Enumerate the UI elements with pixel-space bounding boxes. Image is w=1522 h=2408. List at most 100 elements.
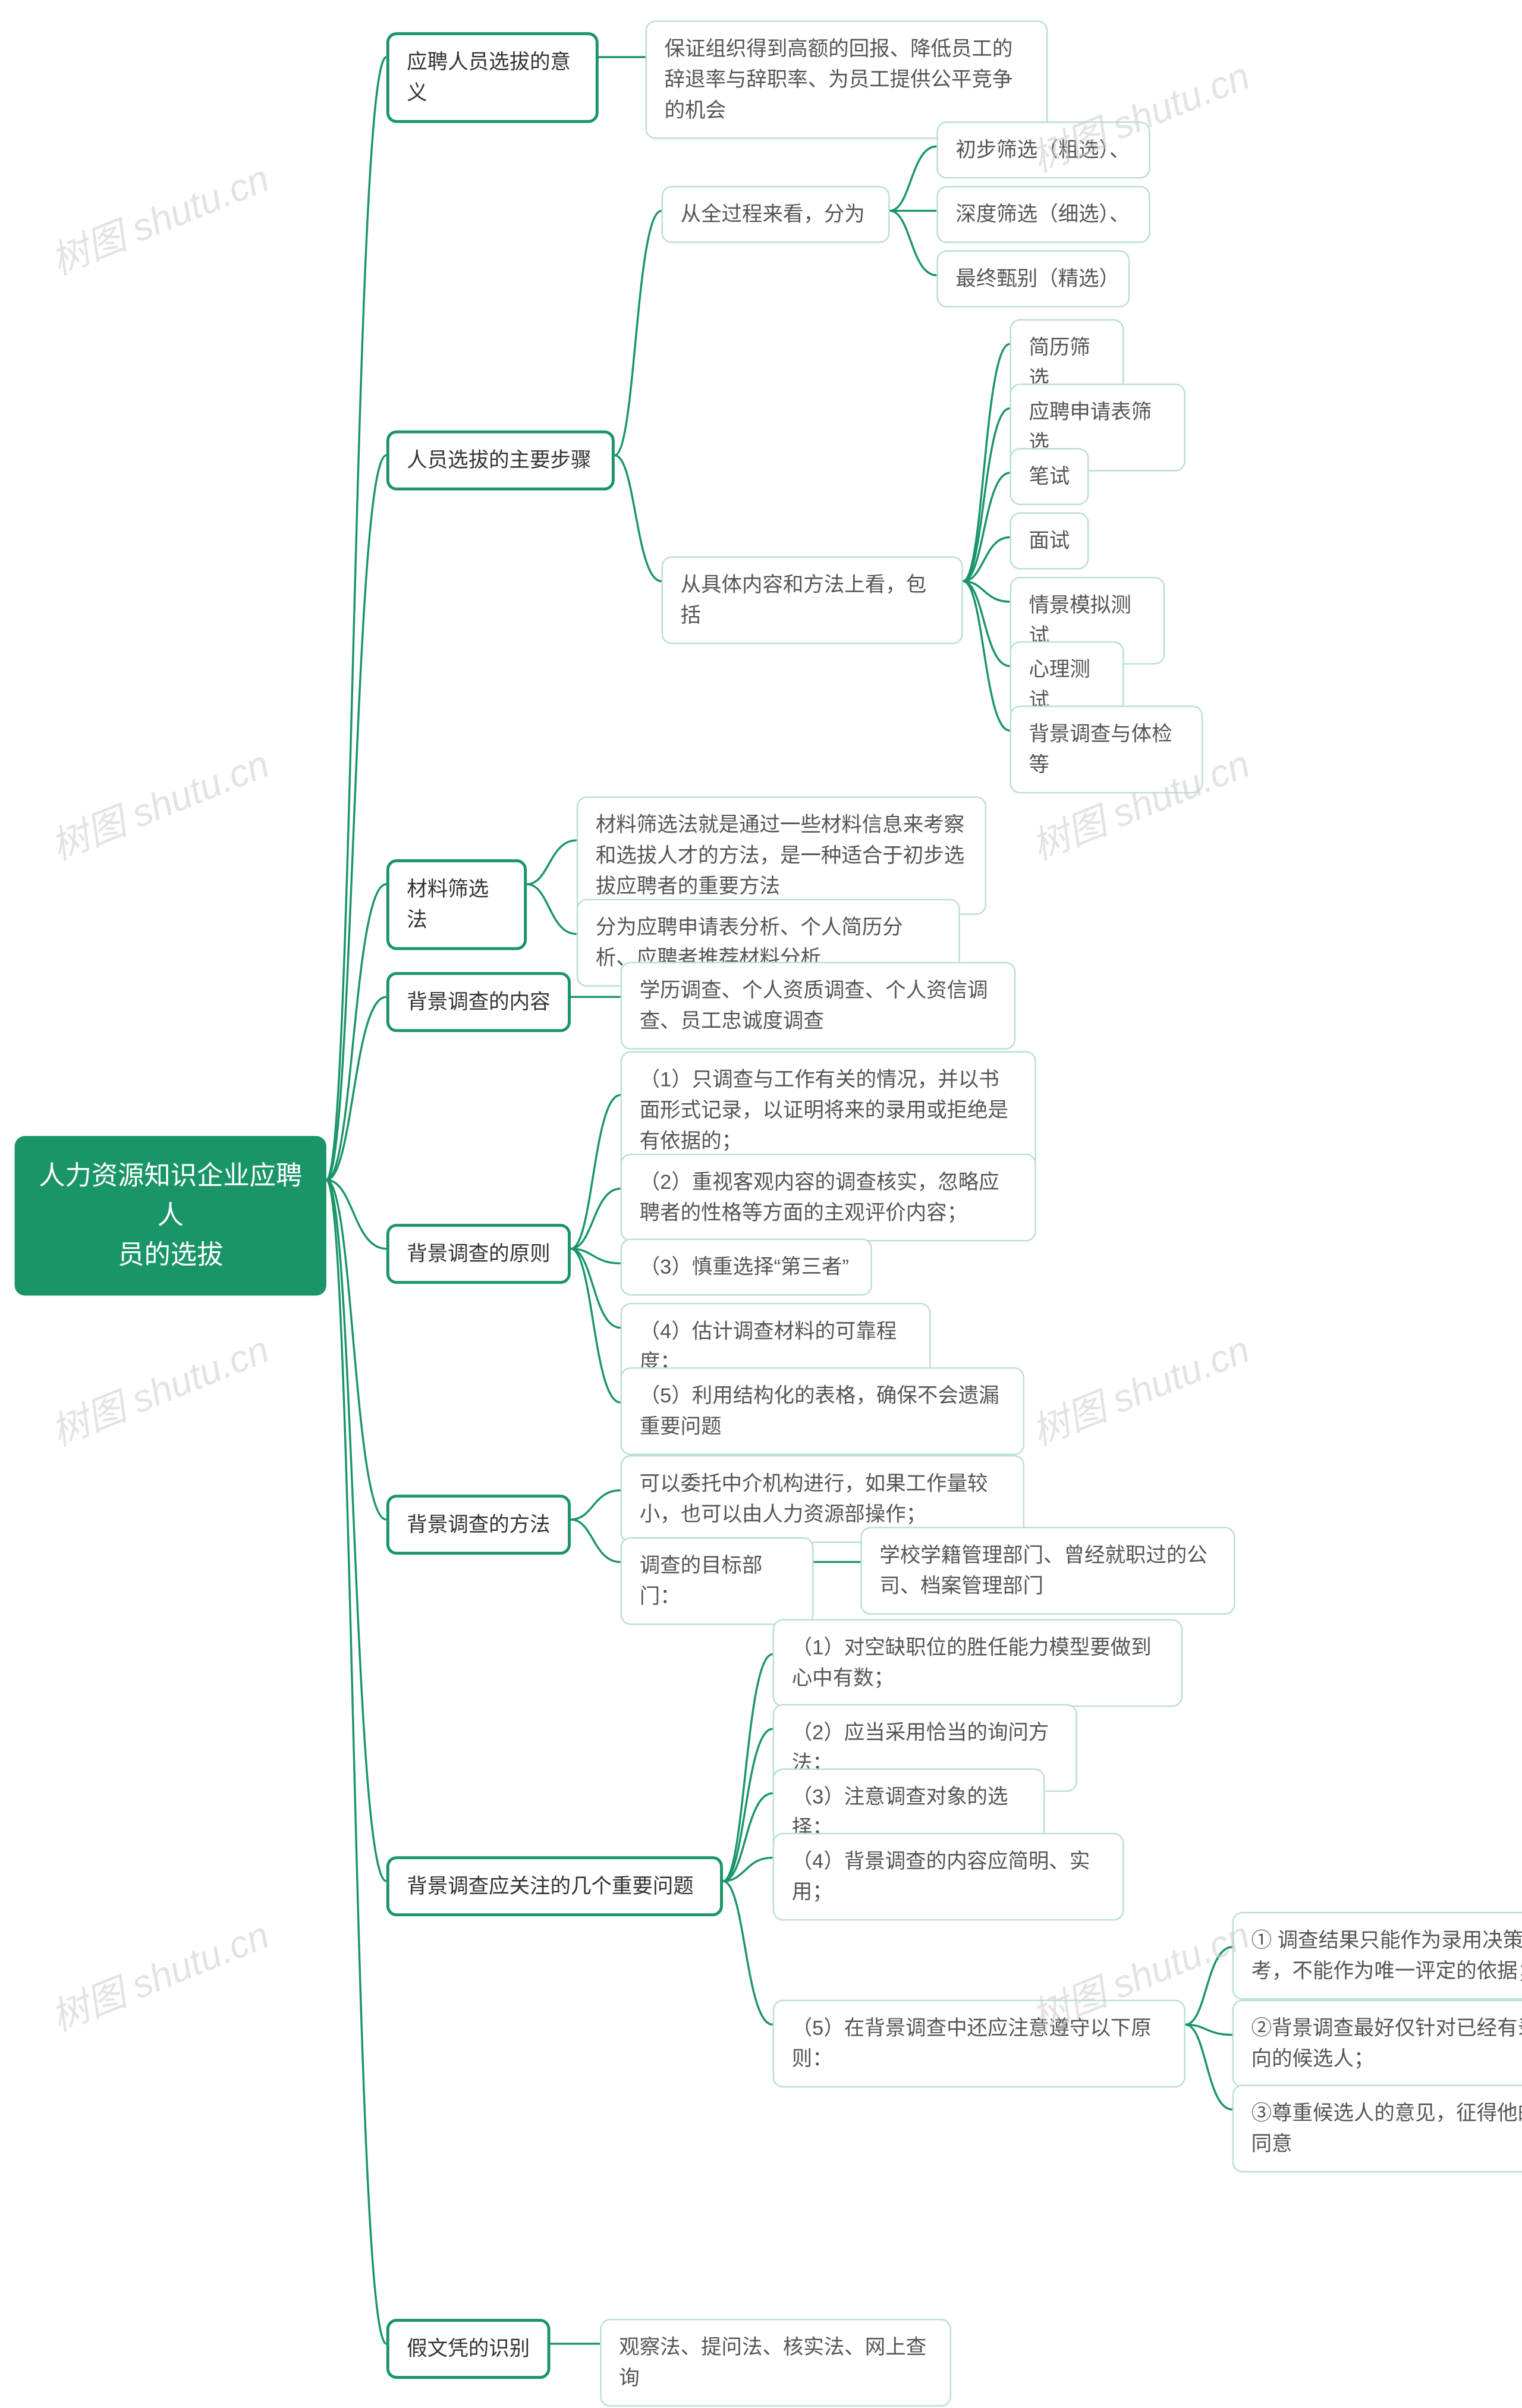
node-label: （5）在背景调查中还应注意遵守以下原则： xyxy=(792,2013,1166,2074)
mindmap-leaf: 面试 xyxy=(1010,513,1089,570)
connector xyxy=(1185,2024,1232,2109)
connector xyxy=(326,456,386,1180)
connector xyxy=(963,409,1010,581)
node-label: 材料筛选法 xyxy=(407,874,506,935)
node-label: 材料筛选法就是通过一些材料信息来考察和选拔人才的方法，是一种适合于初步选拔应聘者… xyxy=(596,809,967,902)
connector xyxy=(326,1180,386,1881)
connector xyxy=(963,581,1010,730)
watermark: 树图 shutu.cn xyxy=(42,149,276,286)
connector xyxy=(571,1249,621,1264)
node-label: ②背景调查最好仅针对已经有录用意向的候选人； xyxy=(1251,2013,1522,2074)
connector xyxy=(326,884,386,1180)
watermark: 树图 shutu.cn xyxy=(42,1320,276,1457)
node-label: 笔试 xyxy=(1029,461,1070,492)
mindmap-leaf: 从具体内容和方法上看，包括 xyxy=(662,556,963,644)
mindmap-branch: 背景调查的内容 xyxy=(386,972,571,1032)
connector xyxy=(890,146,937,211)
connector xyxy=(571,1249,621,1402)
node-label: （3）慎重选择“第三者” xyxy=(640,1252,849,1283)
mindmap-branch: 假文凭的识别 xyxy=(386,2319,551,2379)
node-label: 背景调查的原则 xyxy=(407,1238,550,1269)
node-label: 背景调查应关注的几个重要问题 xyxy=(407,1871,693,1902)
connector xyxy=(527,884,577,934)
connector xyxy=(527,840,577,884)
node-label: 背景调查与体检等 xyxy=(1029,719,1184,780)
node-label: 背景调查的内容 xyxy=(407,987,550,1018)
node-label: （2）重视客观内容的调查核实，忽略应聘者的性格等方面的主观评价内容； xyxy=(640,1167,1017,1228)
mindmap-leaf: （4）背景调查的内容应简明、实用； xyxy=(773,1833,1124,1921)
mindmap-leaf: 笔试 xyxy=(1010,448,1089,505)
connector xyxy=(890,211,937,275)
connector xyxy=(723,1881,773,2024)
watermark: 树图 shutu.cn xyxy=(42,1906,276,2043)
mindmap-branch: 材料筛选法 xyxy=(386,859,527,950)
connector xyxy=(326,997,386,1180)
node-label: 学历调查、个人资质调查、个人资信调查、员工忠诚度调查 xyxy=(640,975,997,1036)
connector xyxy=(326,57,386,1180)
connector xyxy=(615,211,662,455)
connector xyxy=(326,1180,386,2344)
mindmap-leaf: 观察法、提问法、核实法、网上查询 xyxy=(600,2319,951,2407)
connector xyxy=(723,1654,773,1882)
mindmap-leaf: （5）利用结构化的表格，确保不会遗漏重要问题 xyxy=(621,1367,1024,1455)
mindmap-leaf: 学历调查、个人资质调查、个人资信调查、员工忠诚度调查 xyxy=(621,962,1016,1050)
mindmap-root: 人力资源知识企业应聘人员的选拔 xyxy=(15,1136,326,1295)
connector xyxy=(723,1729,773,1881)
connector xyxy=(571,1249,621,1328)
node-label: 最终甄别（精选） xyxy=(955,263,1111,294)
node-label: 学校学籍管理部门、曾经就职过的公司、档案管理部门 xyxy=(879,1540,1216,1602)
diagram-container: 人力资源知识企业应聘人员的选拔应聘人员选拔的意义人员选拔的主要步骤材料筛选法背景… xyxy=(0,0,1522,2408)
connector xyxy=(571,1189,621,1249)
mindmap-leaf: 初步筛选（粗选）、 xyxy=(936,121,1150,178)
node-label: 人员选拔的主要步骤 xyxy=(407,445,591,476)
mindmap-leaf: （2）重视客观内容的调查核实，忽略应聘者的性格等方面的主观评价内容； xyxy=(621,1154,1036,1242)
connector xyxy=(1185,2024,1232,2035)
connector xyxy=(963,344,1010,581)
mindmap-leaf: ②背景调查最好仅针对已经有录用意向的候选人； xyxy=(1232,1999,1522,2087)
mindmap-leaf: 背景调查与体检等 xyxy=(1010,705,1203,793)
root-text-line: 员的选拔 xyxy=(118,1236,223,1275)
node-label: 应聘人员选拔的意义 xyxy=(407,47,578,108)
mindmap-branch: 应聘人员选拔的意义 xyxy=(386,32,599,123)
mindmap-branch: 背景调查应关注的几个重要问题 xyxy=(386,1856,723,1916)
mindmap-branch: 背景调查的原则 xyxy=(386,1224,571,1284)
connector xyxy=(615,456,662,582)
connector xyxy=(963,537,1010,581)
node-label: 保证组织得到高额的回报、降低员工的辞退率与辞职率、为员工提供公平竞争的机会 xyxy=(665,34,1029,126)
node-label: ① 调查结果只能作为录用决策的参考，不能作为唯一评定的依据； xyxy=(1251,1925,1522,1986)
node-label: （1）只调查与工作有关的情况，并以书面形式记录，以证明将来的录用或拒绝是有依据的… xyxy=(640,1065,1017,1157)
connector xyxy=(326,1180,386,1249)
mindmap-branch: 人员选拔的主要步骤 xyxy=(386,431,615,491)
node-label: （5）利用结构化的表格，确保不会遗漏重要问题 xyxy=(640,1380,1005,1442)
node-label: 调查的目标部门： xyxy=(640,1550,795,1612)
connector xyxy=(723,1793,773,1881)
root-text-line: 人力资源知识企业应聘人 xyxy=(38,1157,303,1236)
node-label: 观察法、提问法、核实法、网上查询 xyxy=(619,2332,932,2393)
connector xyxy=(963,473,1010,581)
node-label: 深度筛选（细选）、 xyxy=(955,199,1130,230)
watermark: 树图 shutu.cn xyxy=(1023,1320,1257,1457)
mindmap-leaf: 从全过程来看，分为 xyxy=(662,186,890,243)
mindmap-leaf: （5）在背景调查中还应注意遵守以下原则： xyxy=(773,1999,1185,2087)
node-label: 可以委托中介机构进行，如果工作量较小，也可以由人力资源部操作； xyxy=(640,1468,1005,1530)
connector xyxy=(571,1095,621,1248)
connector xyxy=(326,1180,386,1519)
connector xyxy=(963,581,1010,666)
connector xyxy=(723,1858,773,1881)
connector xyxy=(963,581,1010,601)
mindmap-leaf: （3）慎重选择“第三者” xyxy=(621,1238,872,1295)
connector xyxy=(571,1490,621,1519)
mindmap-leaf: ③尊重候选人的意见，征得他的同意 xyxy=(1232,2084,1522,2172)
mindmap-leaf: 深度筛选（细选）、 xyxy=(936,186,1150,243)
node-label: 从全过程来看，分为 xyxy=(681,199,865,230)
node-label: 背景调查的方法 xyxy=(407,1509,550,1540)
node-label: 初步筛选（粗选）、 xyxy=(955,134,1130,165)
mindmap-leaf: 材料筛选法就是通过一些材料信息来考察和选拔人才的方法，是一种适合于初步选拔应聘者… xyxy=(577,796,986,915)
mindmap-leaf: 最终甄别（精选） xyxy=(936,250,1130,307)
node-label: （1）对空缺职位的胜任能力模型要做到心中有数； xyxy=(792,1632,1163,1694)
stage: 人力资源知识企业应聘人员的选拔应聘人员选拔的意义人员选拔的主要步骤材料筛选法背景… xyxy=(0,0,1522,2408)
mindmap-leaf: （1）只调查与工作有关的情况，并以书面形式记录，以证明将来的录用或拒绝是有依据的… xyxy=(621,1051,1036,1169)
node-label: ③尊重候选人的意见，征得他的同意 xyxy=(1251,2098,1522,2159)
watermark: 树图 shutu.cn xyxy=(42,734,276,871)
node-label: （4）背景调查的内容应简明、实用； xyxy=(792,1846,1105,1907)
